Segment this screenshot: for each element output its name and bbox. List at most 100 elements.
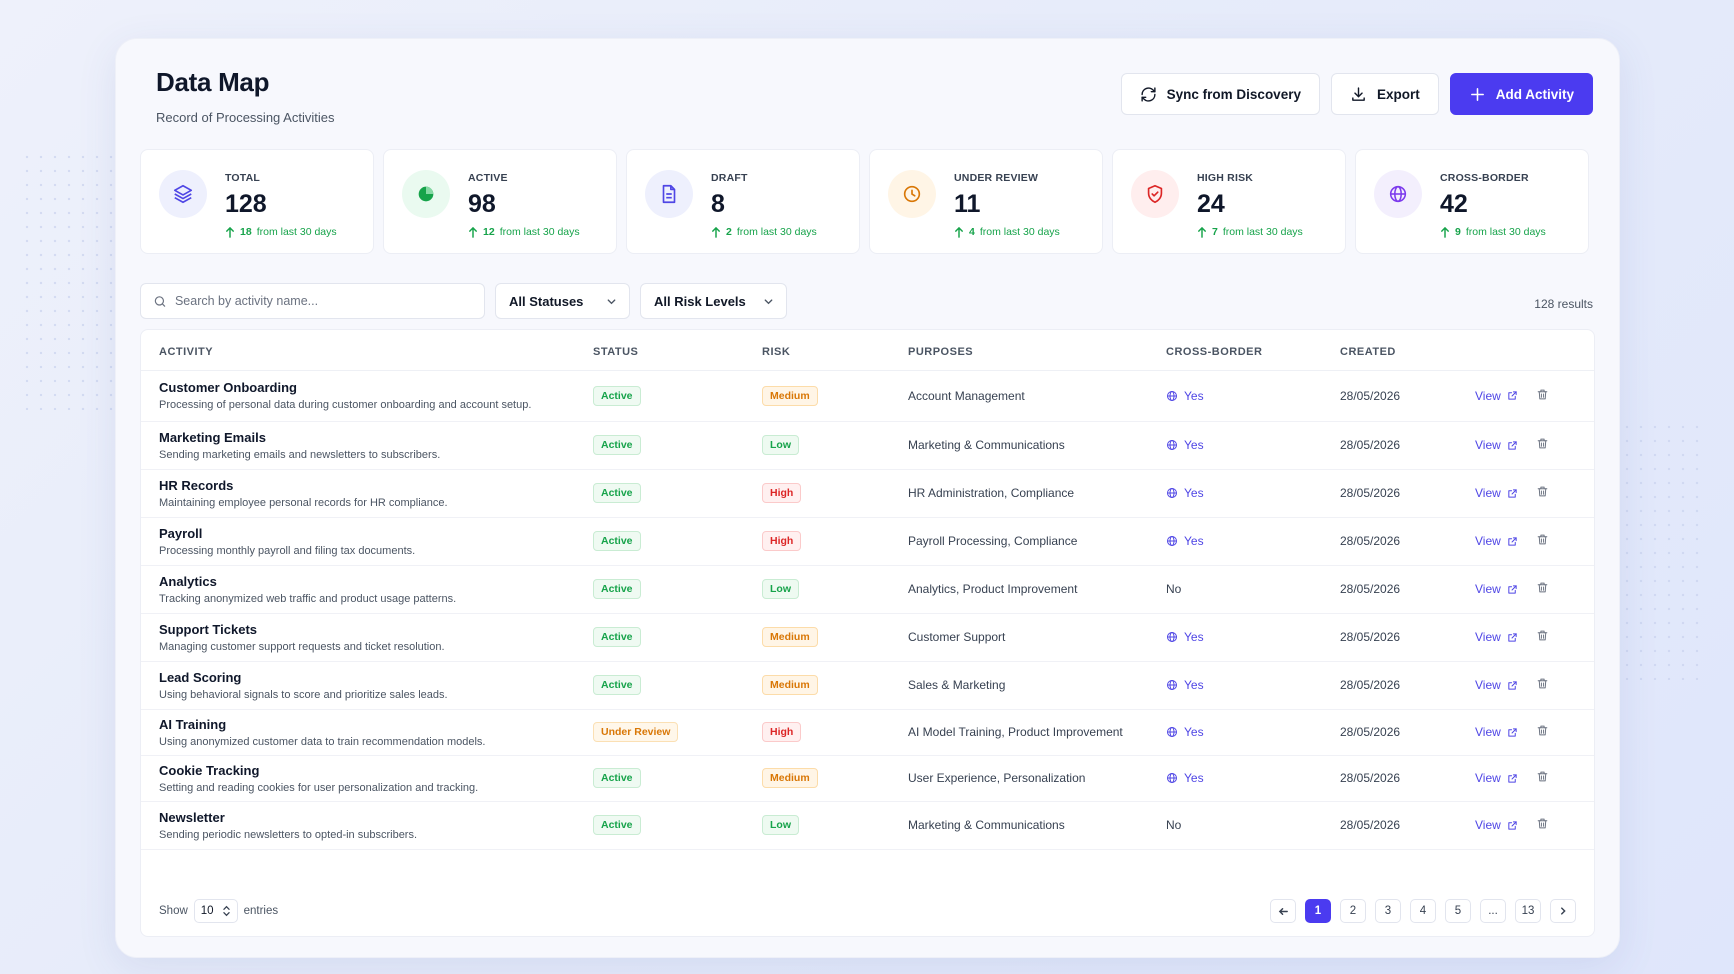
activity-name[interactable]: Lead Scoring xyxy=(159,669,242,685)
view-link[interactable]: View xyxy=(1475,630,1518,644)
external-link-icon xyxy=(1508,440,1517,450)
trash-icon[interactable] xyxy=(1536,629,1549,642)
view-link[interactable]: View xyxy=(1475,389,1518,403)
column-header-risk[interactable]: RISK xyxy=(762,330,908,371)
cross-border-cell: Yes xyxy=(1166,661,1340,710)
page-button-3[interactable]: 3 xyxy=(1375,899,1401,923)
page-button-2[interactable]: 2 xyxy=(1340,899,1366,923)
view-link[interactable]: View xyxy=(1475,534,1518,548)
entries-control: Show 10 entries xyxy=(159,899,278,923)
view-link[interactable]: View xyxy=(1475,725,1518,739)
view-link[interactable]: View xyxy=(1475,818,1518,832)
export-button[interactable]: Export xyxy=(1330,73,1439,115)
page-button-4[interactable]: 4 xyxy=(1410,899,1436,923)
created-date: 28/05/2026 xyxy=(1340,613,1475,662)
activity-name[interactable]: HR Records xyxy=(159,477,234,493)
delete-button[interactable] xyxy=(1536,581,1549,597)
table-row[interactable]: Marketing Emails Sending marketing emails… xyxy=(141,421,1594,470)
trash-icon[interactable] xyxy=(1536,485,1549,498)
column-header-cross-border[interactable]: CROSS-BORDER xyxy=(1166,330,1340,371)
risk-cell: Medium xyxy=(762,370,908,422)
column-header-actions xyxy=(1475,330,1594,371)
activity-name[interactable]: Newsletter xyxy=(159,809,225,825)
page-button-5[interactable]: 5 xyxy=(1445,899,1471,923)
external-link-icon xyxy=(1508,488,1517,498)
table-row[interactable]: HR Records Maintaining employee personal … xyxy=(141,469,1594,518)
entries-label: entries xyxy=(243,905,279,917)
activity-name[interactable]: Customer Onboarding xyxy=(159,380,297,395)
table-row[interactable]: Newsletter Sending periodic newsletters t… xyxy=(141,801,1594,850)
delete-button[interactable] xyxy=(1536,485,1549,501)
delete-button[interactable] xyxy=(1536,533,1549,549)
entries-per-page-select[interactable]: 10 xyxy=(193,899,238,923)
view-link[interactable]: View xyxy=(1475,582,1518,596)
cross-border-value: Yes xyxy=(1166,534,1340,548)
stat-label: TOTAL xyxy=(225,172,261,184)
activity-name[interactable]: Marketing Emails xyxy=(159,429,266,445)
trash-icon[interactable] xyxy=(1536,677,1549,690)
trash-icon[interactable] xyxy=(1536,533,1549,546)
table-row[interactable]: AI Training Using anonymized customer dat… xyxy=(141,709,1594,756)
column-header-created[interactable]: CREATED xyxy=(1340,330,1475,371)
row-actions-cell: View xyxy=(1475,517,1594,566)
page-header: Data Map Record of Processing Activities xyxy=(156,67,334,125)
table-row[interactable]: Cookie Tracking Setting and reading cooki… xyxy=(141,755,1594,802)
external-link-icon xyxy=(1508,632,1517,642)
view-link[interactable]: View xyxy=(1475,771,1518,785)
table-row[interactable]: Payroll Processing monthly payroll and fi… xyxy=(141,517,1594,566)
search-input[interactable] xyxy=(174,294,472,308)
delete-button[interactable] xyxy=(1536,437,1549,453)
status-filter-select[interactable]: All Statuses xyxy=(495,283,630,319)
risk-badge: High xyxy=(762,722,802,742)
view-link[interactable]: View xyxy=(1475,678,1518,692)
activity-name[interactable]: Payroll xyxy=(159,525,203,541)
column-header-status[interactable]: STATUS xyxy=(593,330,762,371)
trash-icon[interactable] xyxy=(1536,770,1549,783)
activity-name[interactable]: Support Tickets xyxy=(159,621,258,637)
page-button-1[interactable]: 1 xyxy=(1305,899,1331,923)
next-page-button[interactable] xyxy=(1550,899,1576,923)
activity-name[interactable]: Cookie Tracking xyxy=(159,762,260,778)
page-button-13[interactable]: 13 xyxy=(1515,899,1541,923)
delete-button[interactable] xyxy=(1536,724,1549,740)
purposes-cell: HR Administration, Compliance xyxy=(908,469,1166,518)
trash-icon[interactable] xyxy=(1536,817,1549,830)
stat-delta: 18 from last 30 days xyxy=(225,226,337,238)
activity-name[interactable]: Analytics xyxy=(159,573,217,589)
table-row[interactable]: Analytics Tracking anonymized web traffic… xyxy=(141,565,1594,614)
table-row[interactable]: Customer Onboarding Processing of persona… xyxy=(141,370,1594,422)
cross-border-text: Yes xyxy=(1184,771,1204,785)
status-cell: Active xyxy=(593,565,762,614)
activity-name[interactable]: AI Training xyxy=(159,716,227,732)
trash-icon[interactable] xyxy=(1536,388,1549,401)
cross-border-text: Yes xyxy=(1184,486,1204,500)
globe-icon xyxy=(1167,632,1177,642)
trash-icon[interactable] xyxy=(1536,724,1549,737)
sync-from-discovery-button[interactable]: Sync from Discovery xyxy=(1120,73,1320,115)
delete-button[interactable] xyxy=(1536,817,1549,833)
add-activity-button[interactable]: Add Activity xyxy=(1449,73,1593,115)
delete-button[interactable] xyxy=(1536,629,1549,645)
risk-cell: Low xyxy=(762,565,908,614)
status-cell: Active xyxy=(593,755,762,802)
export-button-label: Export xyxy=(1376,86,1420,102)
table-row[interactable]: Lead Scoring Using behavioral signals to … xyxy=(141,661,1594,710)
chevron-down-icon xyxy=(607,298,616,304)
cross-border-cell: No xyxy=(1166,801,1340,850)
risk-filter-select[interactable]: All Risk Levels xyxy=(640,283,787,319)
activity-cell: Lead Scoring Using behavioral signals to … xyxy=(141,661,593,710)
view-link[interactable]: View xyxy=(1475,438,1518,452)
view-link[interactable]: View xyxy=(1475,486,1518,500)
column-header-purposes[interactable]: PURPOSES xyxy=(908,330,1166,371)
trash-icon[interactable] xyxy=(1536,581,1549,594)
delete-button[interactable] xyxy=(1536,388,1549,404)
page-title: Data Map xyxy=(156,67,270,97)
previous-page-button[interactable] xyxy=(1270,899,1296,923)
trash-icon[interactable] xyxy=(1536,437,1549,450)
delete-button[interactable] xyxy=(1536,677,1549,693)
delete-button[interactable] xyxy=(1536,770,1549,786)
risk-cell: Low xyxy=(762,801,908,850)
table-row[interactable]: Support Tickets Managing customer support… xyxy=(141,613,1594,662)
column-header-activity[interactable]: ACTIVITY xyxy=(141,330,593,371)
cross-border-value: Yes xyxy=(1166,725,1340,739)
